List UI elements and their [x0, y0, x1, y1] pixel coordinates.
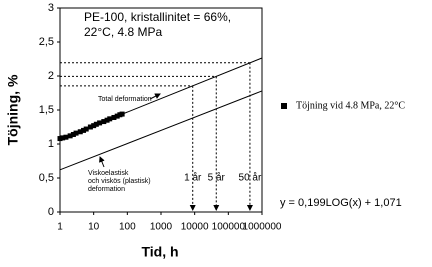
y-tick-label: 0: [48, 206, 54, 218]
trend-line: [59, 90, 263, 171]
y-tick-label: 2,5: [39, 36, 54, 48]
data-point: [114, 113, 120, 119]
y-axis-label: Töjning, %: [5, 74, 21, 145]
data-point: [57, 136, 63, 142]
legend-label: Töjning vid 4.8 MPa, 22°C: [296, 100, 405, 111]
y-tick-label: 1,5: [39, 104, 54, 116]
y-tick-label: 1: [48, 138, 54, 150]
x-tick-label: 1: [57, 222, 63, 233]
line-label: och viskös (plastisk): [88, 178, 151, 185]
x-tick-label: 1000000: [243, 222, 282, 233]
line-label: Viskoelastisk: [88, 170, 129, 177]
data-point: [91, 123, 97, 129]
y-tick-label: 0,5: [39, 172, 54, 184]
y-tick-label: 2: [48, 70, 54, 82]
data-point: [70, 131, 76, 137]
x-tick-label: 10000: [181, 222, 209, 233]
x-axis-label: Tid, h: [141, 244, 178, 260]
legend-swatch: [281, 103, 287, 109]
line-label: deformation: [88, 186, 125, 193]
data-point: [67, 133, 73, 139]
data-point: [119, 111, 125, 117]
x-tick-label: 100000: [212, 222, 246, 233]
marker-label: 5 år: [208, 172, 226, 184]
data-point: [77, 129, 83, 135]
arrow: [149, 93, 161, 100]
data-point: [87, 124, 93, 130]
data-point: [111, 114, 117, 120]
data-point: [60, 135, 66, 141]
data-point: [83, 126, 89, 132]
note: PE-100, kristallinitet = 66%,: [84, 10, 231, 24]
x-tick-label: 100: [119, 222, 136, 233]
note: 22°C, 4.8 MPa: [84, 25, 162, 39]
equation: y = 0,199LOG(x) + 1,071: [280, 197, 402, 209]
arrow: [99, 156, 105, 168]
data-point: [63, 134, 69, 140]
data-point: [104, 117, 110, 123]
data-point: [81, 127, 87, 133]
data-point: [97, 120, 103, 126]
data-point: [107, 116, 113, 122]
y-tick-label: 3: [48, 2, 54, 14]
data-point: [101, 119, 107, 125]
line-label: Total deformation: [98, 96, 152, 103]
marker-label: 50 år: [239, 172, 262, 184]
data-point: [73, 130, 79, 136]
x-tick-label: 10: [88, 222, 100, 233]
marker-label: 1 år: [184, 172, 202, 184]
x-tick-label: 1000: [150, 222, 173, 233]
data-point: [93, 121, 99, 127]
